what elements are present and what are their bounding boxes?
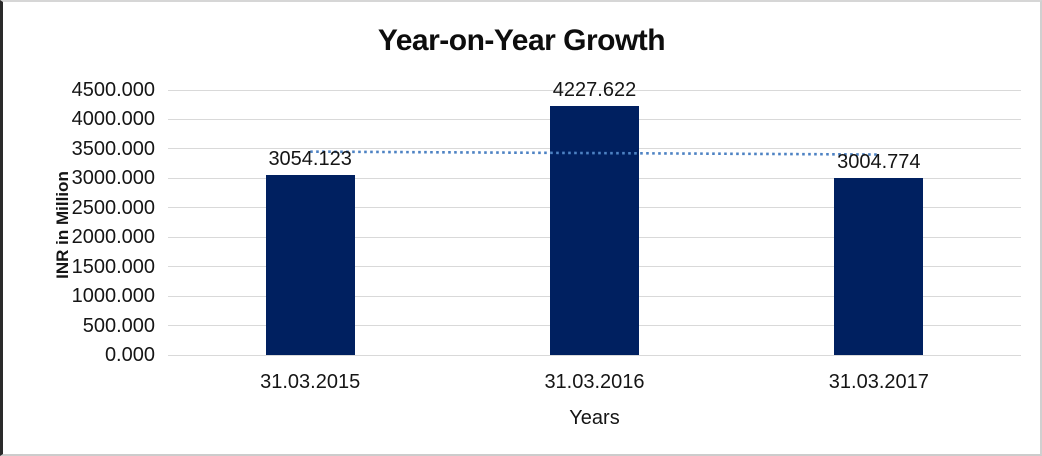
y-axis-tick-label: 4500.000 — [71, 79, 155, 101]
chart-title: Year-on-Year Growth — [377, 24, 666, 57]
y-axis-tick-label: 4000.000 — [71, 108, 155, 131]
y-axis-tick-label: 2000.000 — [71, 226, 155, 249]
x-axis-tick-label: 31.03.2015 — [260, 371, 361, 393]
y-axis-tick-label: 1500.000 — [71, 255, 155, 278]
y-axis-tick-label: 3500.000 — [71, 137, 155, 160]
bar-31.03.2017 — [834, 178, 924, 355]
bar-31.03.2015 — [265, 175, 355, 355]
x-axis-title: Years — [569, 407, 620, 429]
data-label: 4227.622 — [552, 79, 637, 102]
y-axis-tick-label: 3000.000 — [71, 167, 155, 190]
x-axis-tick-label: 31.03.2016 — [544, 371, 645, 393]
y-axis-tick-label: 500.000 — [82, 314, 155, 337]
bar-31.03.2016 — [550, 106, 639, 355]
data-label: 3004.774 — [837, 151, 921, 174]
y-axis-tick-label: 2500.000 — [71, 196, 155, 219]
gridline — [168, 354, 1021, 356]
y-axis-tick-label: 1000.000 — [71, 285, 155, 308]
data-label: 3054.123 — [268, 148, 352, 171]
y-axis-tick-label: 0.000 — [104, 344, 155, 366]
gridline — [168, 89, 1021, 91]
x-axis-tick-label: 31.03.2017 — [828, 371, 929, 393]
